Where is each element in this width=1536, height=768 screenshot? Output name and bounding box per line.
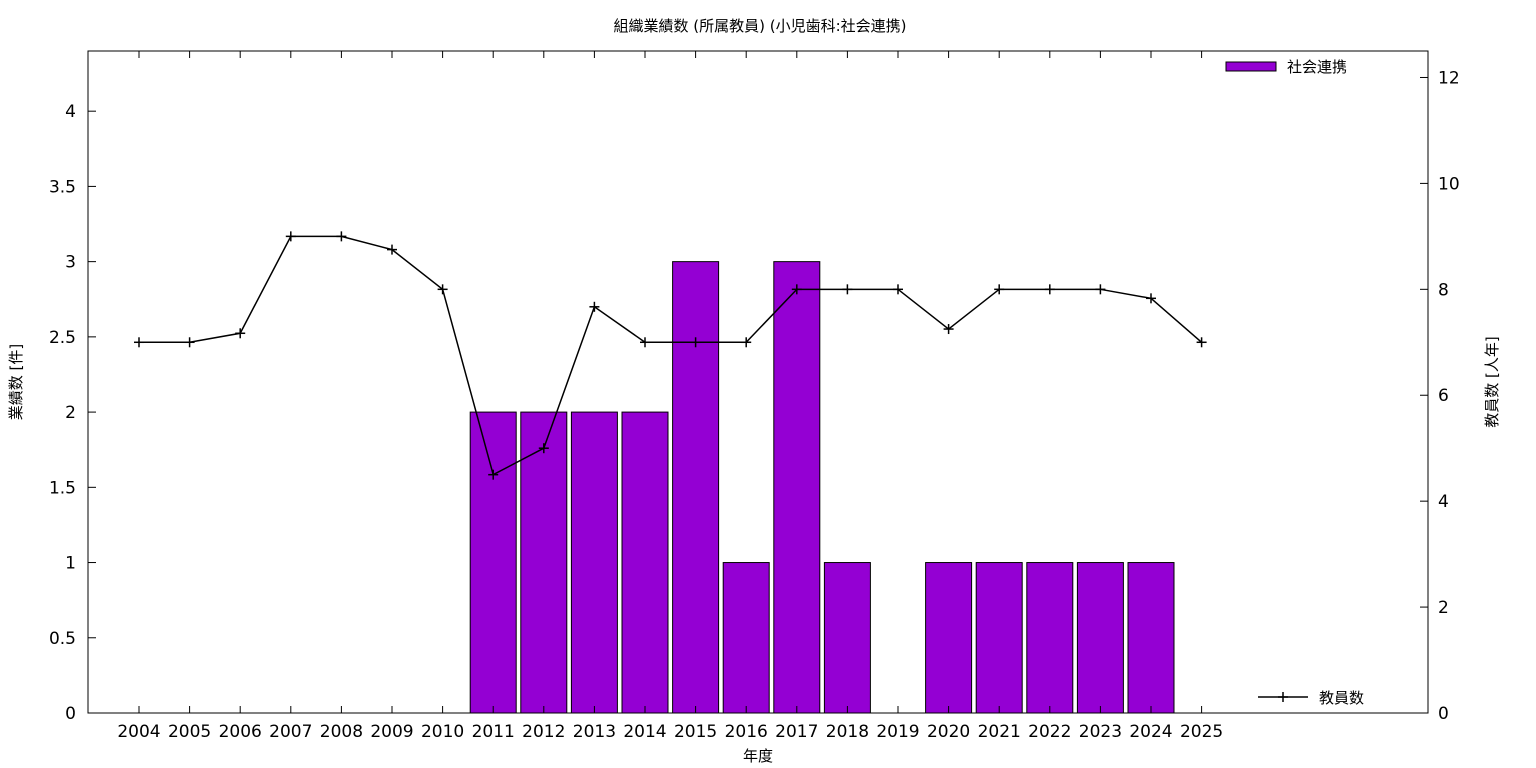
x-tick-label: 2020	[927, 722, 970, 742]
point-2005	[184, 337, 195, 348]
legend-line-label: 教員数	[1319, 689, 1364, 707]
point-2010	[437, 284, 448, 295]
point-2012	[538, 443, 549, 454]
x-tick-label: 2015	[674, 722, 717, 742]
x-tick-label: 2006	[219, 722, 262, 742]
x-axis-label: 年度	[743, 747, 773, 765]
point-2009	[387, 244, 397, 255]
y2-tick-label: 12	[1438, 68, 1460, 88]
bar-2016	[722, 562, 770, 714]
y2-tick-label: 2	[1438, 598, 1449, 618]
bar-2011	[469, 411, 517, 714]
bar-2020	[925, 562, 973, 714]
y-axis-label: 業績数 [件]	[7, 344, 25, 420]
point-2013	[589, 301, 600, 312]
x-tick-label: 2008	[320, 722, 363, 742]
x-tick-label: 2024	[1129, 722, 1172, 742]
x-tick-label: 2005	[168, 722, 211, 742]
y-tick-label: 1.5	[49, 478, 76, 498]
bar-2022	[1026, 562, 1074, 714]
bar-2013	[570, 411, 618, 714]
y2-tick-label: 0	[1438, 704, 1449, 724]
x-tick-label: 2022	[1028, 722, 1071, 742]
plot-frame	[87, 50, 1429, 714]
x-tick-label: 2017	[775, 722, 818, 742]
point-2011	[488, 469, 499, 480]
chart-title: 組織業績数 (所属教員) (小児歯科:社会連携)	[614, 17, 907, 35]
y2-tick-label: 8	[1438, 280, 1449, 300]
x-tick-label: 2019	[876, 722, 919, 742]
x-tick-label: 2023	[1079, 722, 1122, 742]
y2-tick-label: 4	[1438, 492, 1449, 512]
point-2017	[791, 284, 802, 295]
point-2004	[134, 337, 144, 348]
bar-2012	[520, 411, 568, 714]
y2-tick-label: 10	[1438, 174, 1460, 194]
y-tick-label: 2	[65, 403, 76, 423]
point-2016	[741, 337, 752, 348]
point-2006	[235, 328, 246, 339]
x-tick-label: 2018	[826, 722, 869, 742]
x-tick-label: 2011	[472, 722, 515, 742]
legend-bar-label: 社会連携	[1287, 58, 1347, 76]
bar-2024	[1127, 562, 1175, 714]
legend-line: 教員数	[1258, 689, 1364, 707]
y2-tick-label: 6	[1438, 386, 1449, 406]
y2-axis: 0 2 4 6 8 10 12	[1420, 68, 1460, 724]
y-tick-label: 0	[65, 704, 76, 724]
point-2007	[285, 231, 296, 242]
bar-2018	[823, 562, 871, 714]
bar-2023	[1076, 562, 1124, 714]
y-tick-label: 2.5	[49, 328, 76, 348]
x-tick-label: 2021	[978, 722, 1021, 742]
teacher-count-line	[139, 235, 1203, 476]
bar-2014	[621, 411, 669, 714]
y-tick-label: 3.5	[49, 177, 76, 197]
line-series	[134, 231, 1207, 480]
point-2014	[640, 337, 650, 348]
x-tick-label: 2009	[370, 722, 413, 742]
y-tick-label: 0.5	[49, 629, 76, 649]
bar-2017	[773, 261, 821, 714]
point-2020	[943, 324, 954, 335]
x-axis: 2004 2005 2006 2007 2008 2009 2010 2011 2012 2013…	[117, 51, 1223, 742]
y2-axis-label: 教員数 [人年]	[1483, 336, 1501, 427]
x-tick-label: 2014	[623, 722, 666, 742]
y-axis: 0 0.5 1 1.5 2 2.5 3 3.5 4	[49, 102, 96, 724]
point-2019	[893, 284, 903, 295]
x-tick-label: 2025	[1180, 722, 1223, 742]
point-2024	[1146, 293, 1156, 304]
x-tick-label: 2016	[725, 722, 768, 742]
x-tick-label: 2004	[117, 722, 160, 742]
bar-series	[469, 261, 1175, 714]
point-2025	[1196, 337, 1207, 348]
point-2015	[690, 337, 701, 348]
point-2018	[842, 284, 853, 295]
point-2022	[1044, 284, 1055, 295]
x-tick-label: 2007	[269, 722, 312, 742]
y-tick-label: 3	[65, 253, 76, 273]
point-2021	[994, 284, 1005, 295]
bar-2021	[975, 562, 1023, 714]
y-tick-label: 1	[65, 554, 76, 574]
point-2023	[1095, 284, 1106, 295]
legend-bar-swatch	[1225, 61, 1277, 72]
y-tick-label: 4	[65, 102, 76, 122]
x-tick-label: 2013	[573, 722, 616, 742]
point-2008	[336, 231, 347, 242]
x-tick-label: 2010	[421, 722, 464, 742]
legend-bar: 社会連携	[1225, 58, 1347, 76]
x-tick-label: 2012	[522, 722, 565, 742]
bar-2015	[672, 261, 720, 714]
